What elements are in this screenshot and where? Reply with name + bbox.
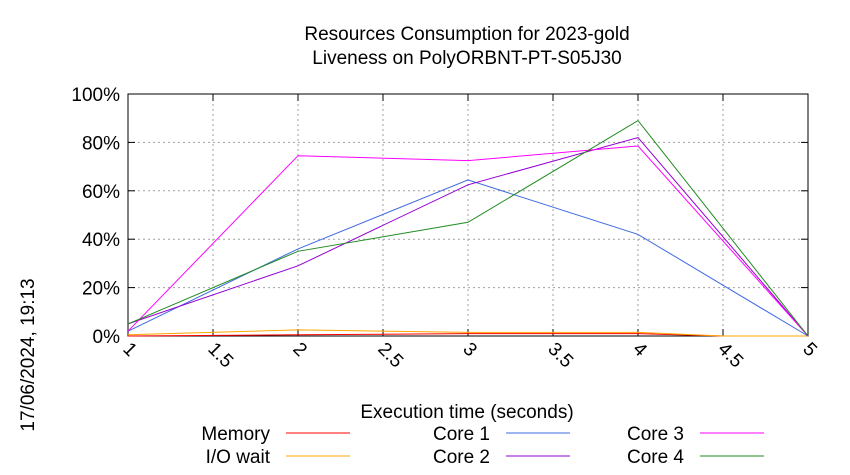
x-tick-label: 3.5 [543,339,577,373]
y-tick-label: 40% [82,230,120,251]
x-tick-label: 1.5 [203,339,237,373]
y-tick-label: 60% [82,182,120,203]
x-tick-label: 5 [798,339,820,361]
x-tick-label: 4.5 [713,339,747,373]
series-line-core-1 [127,179,809,337]
y-tick-label: 100% [71,85,120,106]
legend-label-core-2: Core 2 [433,447,490,468]
legend-label-core-4: Core 4 [627,447,684,468]
series-line-core-2 [127,137,809,337]
chart-title-line1: Resources Consumption for 2023-gold [304,24,629,45]
x-tick-label: 2.5 [373,339,407,373]
x-tick-label: 2 [288,339,310,361]
y-axis: 0% 20% 40% 60% 80% 100% [71,85,808,348]
grid [128,94,808,336]
series-line-i-o-wait [127,329,808,337]
timestamp-label: 17/06/2024, 19:13 [18,278,39,431]
series-line-core-4 [127,119,809,337]
y-tick-label: 0% [93,327,121,348]
series-lines [127,119,809,337]
x-tick-label: 4 [628,339,651,362]
legend-label-core-3: Core 3 [627,424,684,445]
legend-label-memory: Memory [201,424,270,445]
x-axis-label: Execution time (seconds) [360,402,573,423]
series-line-core-3 [127,145,809,337]
y-tick-label: 20% [82,279,120,300]
y-tick-label: 80% [82,133,120,154]
legend-label-i-o-wait: I/O wait [206,447,271,468]
x-tick-label: 3 [458,339,480,361]
chart-title-line2: Liveness on PolyORBNT-PT-S05J30 [312,48,621,69]
legend-label-core-1: Core 1 [433,424,490,445]
x-tick-label: 1 [118,339,140,361]
